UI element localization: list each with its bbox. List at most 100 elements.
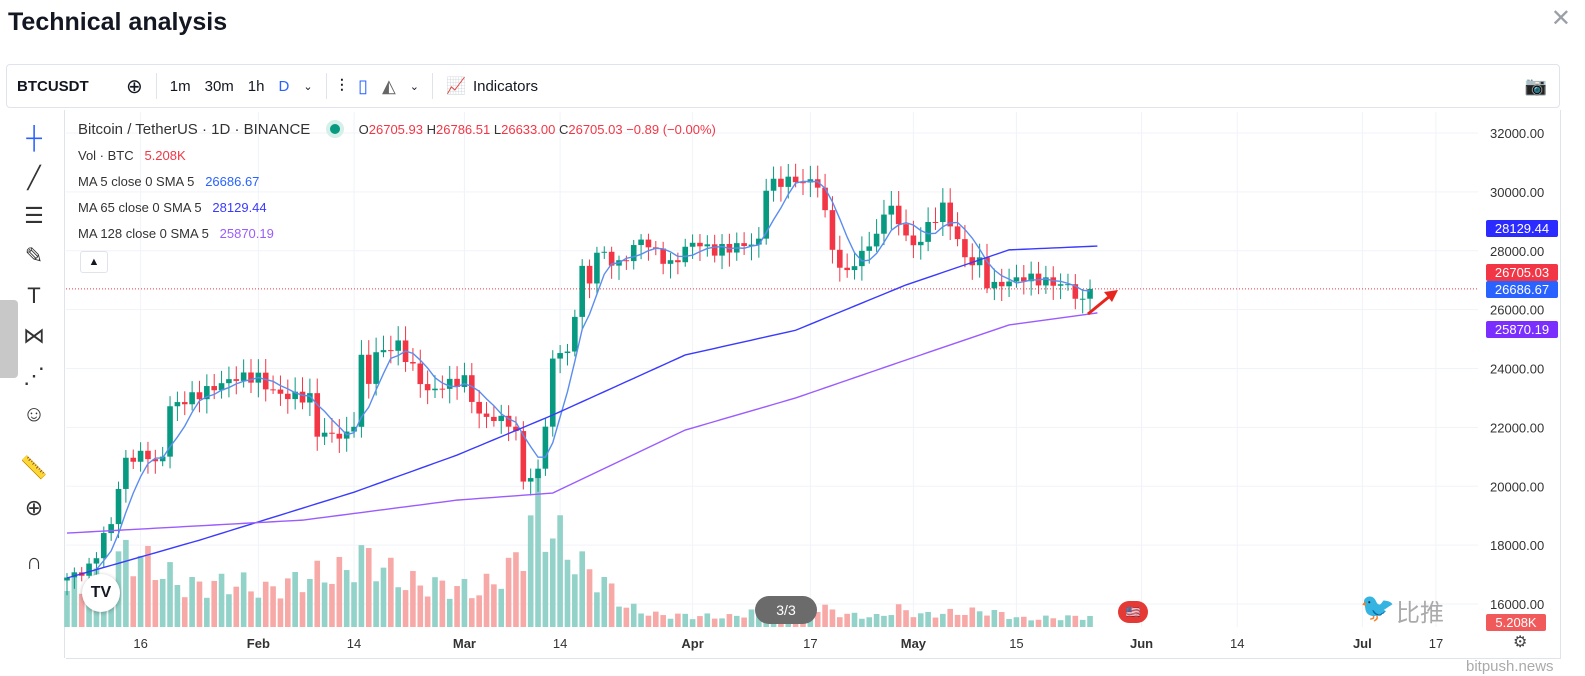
volume-bar: [1006, 619, 1012, 627]
candle-body: [572, 316, 578, 352]
candle-body: [469, 375, 475, 402]
y-tick-label: 32000.00: [1490, 126, 1544, 141]
candle-body: [895, 205, 902, 225]
tradingview-logo[interactable]: TV: [82, 574, 120, 612]
emoji-icon[interactable]: ☺: [22, 401, 46, 426]
interval-30m[interactable]: 30m: [204, 77, 234, 95]
volume-bar: [520, 570, 527, 627]
prediction-icon[interactable]: ⋰: [23, 363, 45, 388]
candle-body: [454, 378, 460, 388]
volume-bar: [557, 515, 563, 627]
crosshair-icon[interactable]: ┼: [26, 125, 42, 150]
watermark: bitpush.news: [1466, 658, 1554, 675]
candle-body: [299, 391, 306, 403]
candle-body: [167, 406, 173, 457]
candle-body: [741, 243, 747, 246]
candle-body: [800, 182, 806, 184]
volume-bar: [388, 557, 394, 627]
bars-icon[interactable]: ⫶: [339, 75, 345, 96]
indicators-button[interactable]: Indicators: [472, 77, 538, 95]
camera-icon[interactable]: 📷: [1524, 75, 1547, 96]
candle-body: [1050, 277, 1057, 286]
trend-line-icon[interactable]: ╱: [27, 165, 41, 190]
settings-icon[interactable]: ⚙: [1513, 634, 1528, 651]
volume-bar: [123, 539, 129, 627]
volume-bar: [285, 578, 291, 627]
candle-body: [181, 402, 188, 405]
x-tick-label: 14: [553, 636, 567, 651]
chevron-down-icon[interactable]: ⌄: [409, 80, 420, 93]
zoom-in-icon[interactable]: ⊕: [24, 495, 44, 520]
volume-bar: [711, 618, 718, 627]
candle-body: [358, 354, 365, 427]
volume-bar: [336, 556, 343, 627]
candle-body: [645, 239, 652, 248]
chart-pane[interactable]: [66, 110, 1561, 659]
volume-bar: [535, 473, 541, 627]
candle-body: [756, 238, 762, 245]
ruler-icon[interactable]: 📏: [20, 455, 48, 480]
brush-icon[interactable]: ✎: [24, 243, 44, 268]
candle-body: [476, 401, 482, 414]
candle-body: [226, 379, 232, 384]
volume-bar: [527, 515, 534, 627]
candle-body: [1087, 288, 1093, 299]
candle-body: [314, 393, 321, 437]
volume-bar: [351, 582, 357, 627]
x-tick-label: Apr: [681, 636, 703, 651]
indicators-icon[interactable]: 📈: [446, 78, 466, 95]
volume-bar: [903, 610, 909, 627]
page-indicator[interactable]: 3/3: [755, 596, 817, 624]
candle-body: [211, 386, 217, 391]
interval-1m[interactable]: 1m: [169, 77, 191, 95]
candle-body: [1043, 277, 1049, 286]
l-label: L: [493, 122, 502, 137]
fib-lines-icon[interactable]: ☰: [24, 203, 44, 228]
volume-bar: [86, 591, 92, 627]
magnet-icon[interactable]: ∩: [26, 549, 42, 574]
interval-1h[interactable]: 1h: [247, 77, 265, 95]
ma128-price-tag: 25870.19: [1486, 321, 1558, 338]
pattern-icon[interactable]: ⋈: [23, 323, 45, 348]
candle-body: [778, 178, 784, 187]
candle-body: [969, 257, 976, 266]
candle-body: [719, 243, 725, 256]
volume-bar: [454, 586, 460, 627]
volume-bar: [748, 609, 755, 627]
candle-body: [564, 351, 571, 354]
interval-d[interactable]: D: [278, 77, 290, 95]
text-icon[interactable]: T: [27, 283, 41, 308]
compare-add-icon[interactable]: ⊕: [126, 75, 143, 98]
volume-bar: [601, 577, 608, 627]
candle-body: [792, 176, 799, 183]
candle-body: [483, 413, 490, 417]
symbol-search[interactable]: BTCUSDT: [17, 77, 89, 95]
volume-bar: [822, 604, 828, 627]
volume-bar: [616, 606, 622, 627]
collapse-legend-button[interactable]: ▲: [80, 251, 108, 273]
candle-body: [748, 244, 755, 246]
flag-events-icon[interactable]: 🇺🇸: [1118, 601, 1148, 623]
y-tick-label: 26000.00: [1490, 303, 1544, 318]
candle-body: [64, 577, 70, 581]
ma128-value: 25870.19: [219, 226, 274, 241]
candle-body: [307, 393, 313, 403]
sidebar-toggle-handle[interactable]: [0, 300, 18, 378]
candles-icon[interactable]: ▯: [358, 75, 368, 96]
volume-bar: [726, 614, 733, 627]
x-tick-label: Jul: [1353, 636, 1372, 651]
volume-bar: [159, 578, 166, 627]
volume-bar: [719, 618, 725, 627]
x-tick-label: Mar: [453, 636, 476, 651]
candle-body: [292, 391, 298, 400]
candle-body: [1072, 284, 1079, 299]
area-chart-icon[interactable]: ◭: [381, 75, 396, 96]
candle-body: [910, 235, 917, 246]
close-icon[interactable]: ✕: [1550, 5, 1571, 32]
chevron-down-icon[interactable]: ⌄: [303, 80, 313, 93]
candle-body: [925, 221, 931, 242]
x-tick-label: Jun: [1130, 636, 1153, 651]
candle-body: [859, 250, 865, 267]
candle-body: [991, 281, 998, 289]
